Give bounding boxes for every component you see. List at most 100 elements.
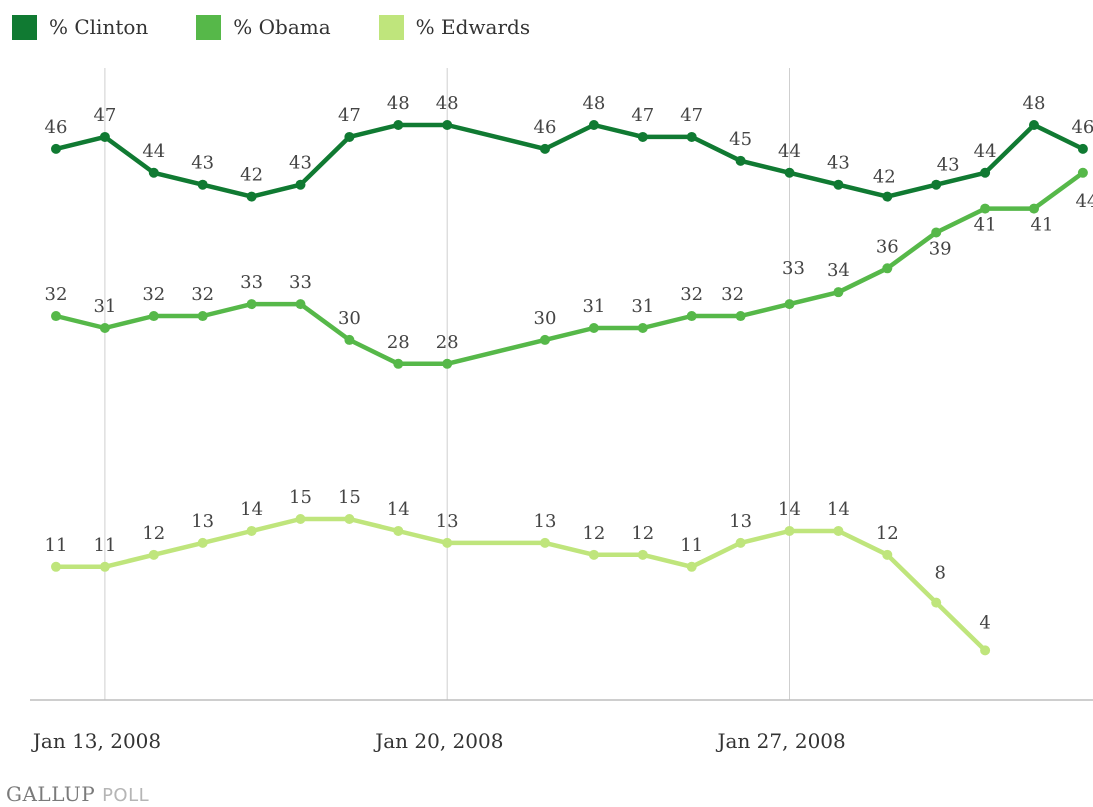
data-label-edwards-4: 14 [240,499,263,520]
data-label-obama-6: 30 [338,308,361,329]
data-label-clinton-2: 44 [142,141,165,162]
data-point-edwards-14 [735,537,746,548]
data-label-clinton-15: 44 [778,141,801,162]
data-label-obama-10: 30 [534,308,557,329]
data-label-edwards-2: 12 [142,523,165,544]
gallup-poll-logo: GALLUP POLL [6,782,149,806]
data-point-clinton-12 [637,131,648,142]
data-point-obama-21 [1077,167,1088,178]
data-point-edwards-17 [882,549,893,560]
data-label-edwards-19: 4 [979,612,990,633]
data-label-obama-4: 33 [240,272,263,293]
data-label-obama-15: 33 [782,258,805,279]
data-point-obama-4 [246,299,257,310]
data-label-clinton-8: 48 [436,93,459,114]
data-label-edwards-17: 12 [876,523,899,544]
data-point-clinton-0 [51,143,61,154]
data-point-edwards-16 [833,525,844,536]
data-label-obama-1: 31 [93,296,116,317]
data-label-obama-19: 41 [974,215,997,236]
data-point-clinton-11 [588,120,599,130]
data-label-edwards-1: 11 [93,535,116,556]
legend-label-edwards: % Edwards [415,15,531,39]
data-point-edwards-18 [931,597,942,608]
chart-legend: % Clinton % Obama % Edwards [12,12,578,42]
data-label-obama-8: 28 [436,332,459,353]
data-point-edwards-6 [344,514,355,525]
footer-product: POLL [102,785,150,806]
data-point-obama-8 [442,358,453,369]
data-point-clinton-10 [540,143,550,154]
data-label-obama-11: 31 [582,296,605,317]
data-point-clinton-5 [295,179,306,190]
legend-item-edwards: % Edwards [378,14,531,40]
data-point-obama-15 [784,299,795,310]
data-point-clinton-8 [442,120,453,130]
data-label-edwards-5: 15 [289,487,312,508]
data-label-clinton-3: 43 [191,153,214,174]
data-point-obama-19 [980,203,991,214]
data-label-clinton-4: 42 [240,165,263,186]
data-label-clinton-21: 46 [1071,117,1093,138]
data-label-edwards-6: 15 [338,487,361,508]
data-point-edwards-11 [588,549,599,560]
legend-label-clinton: % Clinton [49,15,149,39]
data-point-obama-7 [393,358,404,369]
data-point-clinton-2 [148,167,159,178]
data-point-obama-6 [344,334,355,345]
data-point-obama-5 [295,299,306,310]
data-point-obama-0 [51,311,61,322]
data-label-obama-2: 32 [142,284,165,305]
data-label-obama-21: 44 [1075,191,1093,212]
data-label-edwards-18: 8 [934,563,945,584]
data-label-edwards-0: 11 [45,535,68,556]
data-label-edwards-13: 11 [680,535,703,556]
data-label-clinton-6: 47 [338,105,361,126]
data-point-clinton-15 [784,167,795,178]
data-label-obama-16: 34 [827,260,850,281]
data-label-obama-5: 33 [289,272,312,293]
series-line-edwards [53,516,988,653]
data-point-edwards-5 [295,514,306,525]
data-point-obama-1 [99,322,110,333]
data-label-obama-18: 39 [929,238,952,259]
data-point-edwards-10 [540,537,550,548]
data-point-clinton-16 [833,179,844,190]
data-point-obama-13 [686,311,697,322]
legend-label-obama: % Obama [233,15,331,39]
data-label-clinton-20: 48 [1023,93,1046,114]
data-label-clinton-7: 48 [387,93,410,114]
data-label-edwards-14: 13 [729,511,752,532]
data-point-obama-12 [637,322,648,333]
data-label-obama-3: 32 [191,284,214,305]
data-point-obama-18 [931,227,942,238]
data-label-obama-12: 31 [631,296,654,317]
data-point-obama-14 [735,311,746,322]
data-label-clinton-10: 46 [534,117,557,138]
data-point-clinton-3 [197,179,208,190]
data-point-clinton-13 [686,131,697,142]
data-point-clinton-18 [931,179,942,190]
data-point-clinton-4 [246,191,257,202]
data-label-clinton-0: 46 [45,117,68,138]
data-label-obama-0: 32 [45,284,68,305]
data-label-obama-17: 36 [876,236,899,257]
data-label-edwards-3: 13 [191,511,214,532]
data-point-edwards-3 [197,537,208,548]
data-point-edwards-12 [637,549,648,560]
data-label-clinton-14: 45 [729,129,752,150]
data-label-obama-14: 32 [721,284,744,305]
data-point-edwards-7 [393,525,404,536]
data-point-obama-2 [148,311,159,322]
x-tick-label-0: Jan 13, 2008 [31,729,161,753]
data-point-clinton-17 [882,191,893,202]
data-point-edwards-2 [148,549,159,560]
data-label-clinton-12: 47 [631,105,654,126]
data-label-clinton-1: 47 [93,105,116,126]
legend-item-clinton: % Clinton [12,14,149,40]
legend-item-obama: % Obama [196,14,331,40]
data-point-obama-20 [1029,203,1039,214]
data-point-edwards-15 [784,525,795,536]
line-chart: Jan 13, 2008 Jan 20, 2008 Jan 27, 2008 46 47… [30,68,1093,753]
data-label-clinton-17: 42 [873,167,896,188]
